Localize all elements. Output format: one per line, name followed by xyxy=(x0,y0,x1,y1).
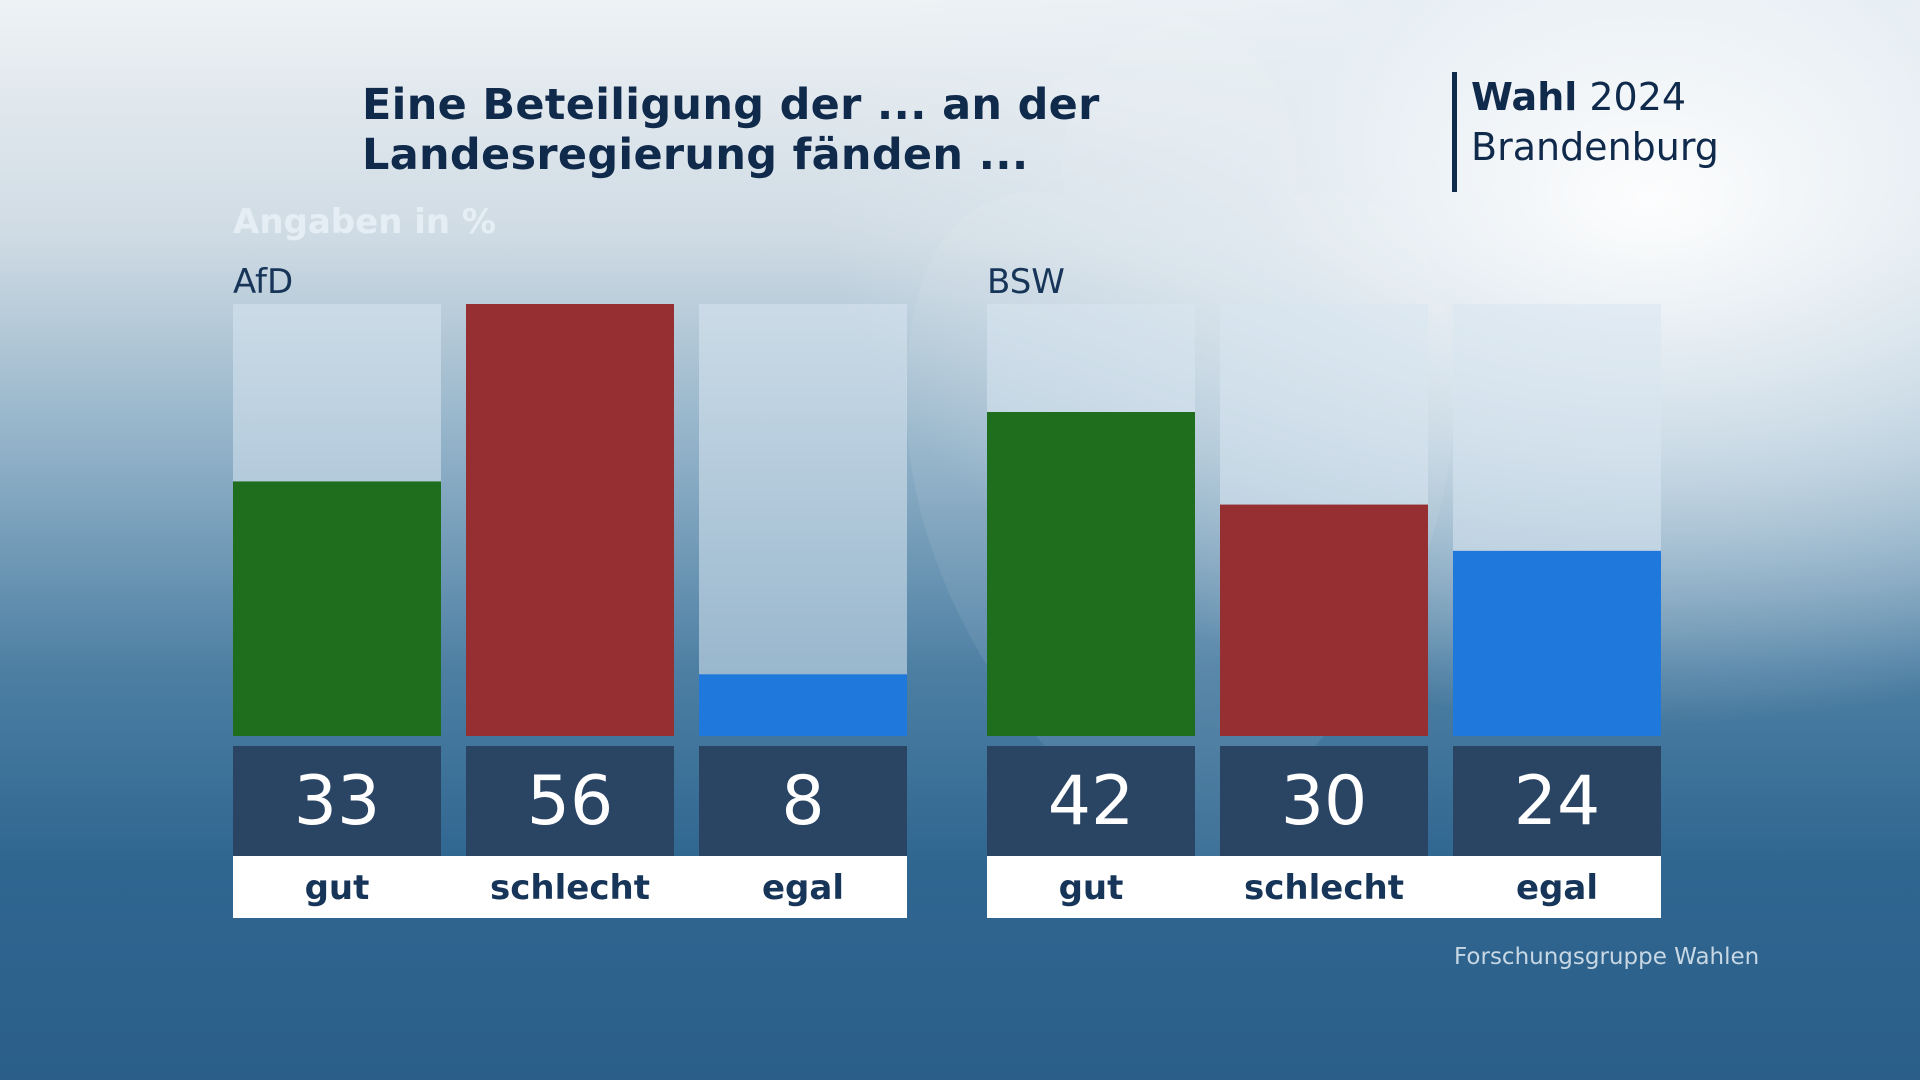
value-box-bsw-gut xyxy=(987,746,1195,856)
category-label-strip-afd xyxy=(233,856,907,918)
bar-track-afd-egal xyxy=(699,304,907,736)
chart-title-line-1: Eine Beteiligung der ... an der xyxy=(362,80,1100,130)
data-label-afd-schlecht: 56 xyxy=(527,762,614,841)
bar-afd-gut xyxy=(233,481,441,736)
source-label: Forschungsgruppe Wahlen xyxy=(1454,944,1760,970)
unit-label: Angaben in % xyxy=(233,202,497,242)
brand-year: 2024 xyxy=(1589,75,1687,119)
category-label-bsw-egal: egal xyxy=(1516,868,1598,908)
brand-wahl: Wahl xyxy=(1471,75,1578,119)
value-box-afd-egal xyxy=(699,746,907,856)
category-label-bsw-gut: gut xyxy=(1059,868,1124,908)
value-box-afd-gut xyxy=(233,746,441,856)
chart-title: Eine Beteiligung der ... an der Landesre… xyxy=(362,80,1262,180)
brand-region: Brandenburg xyxy=(1471,125,1719,169)
brand-line-1: Wahl 2024 xyxy=(1471,72,1719,122)
value-box-bsw-egal xyxy=(1453,746,1661,856)
category-label-afd-gut: gut xyxy=(305,868,370,908)
chart-title-line-2: Landesregierung fänden ... xyxy=(362,130,1029,180)
data-label-bsw-egal: 24 xyxy=(1514,762,1601,841)
data-label-afd-gut: 33 xyxy=(294,762,381,841)
bar-afd-egal xyxy=(699,674,907,736)
data-label-bsw-gut: 42 xyxy=(1048,762,1135,841)
bar-chart-bsw: 42 gut 30 schlecht 24 egal xyxy=(987,304,1661,918)
bar-bsw-egal xyxy=(1453,550,1661,736)
election-brand: Wahl 2024 Brandenburg xyxy=(1452,72,1719,192)
panel-title-bsw: BSW xyxy=(987,262,1065,302)
panel-afd: AfD 33 gut 56 schlecht 8 egal xyxy=(233,262,908,922)
category-label-strip-bsw xyxy=(987,856,1661,918)
category-label-afd-schlecht: schlecht xyxy=(490,868,650,908)
panel-title-afd: AfD xyxy=(233,262,294,302)
bar-bsw-gut xyxy=(987,412,1195,736)
panel-bsw: BSW 42 gut 30 schlecht 24 egal xyxy=(987,262,1662,922)
data-label-bsw-schlecht: 30 xyxy=(1281,762,1368,841)
bar-chart-afd: 33 gut 56 schlecht 8 egal xyxy=(233,304,907,918)
data-label-afd-egal: 8 xyxy=(781,762,824,841)
category-label-bsw-schlecht: schlecht xyxy=(1244,868,1404,908)
value-box-afd-schlecht xyxy=(466,746,674,856)
bar-afd-schlecht xyxy=(466,304,674,736)
category-label-afd-egal: egal xyxy=(762,868,844,908)
value-box-bsw-schlecht xyxy=(1220,746,1428,856)
bar-bsw-schlecht xyxy=(1220,504,1428,736)
